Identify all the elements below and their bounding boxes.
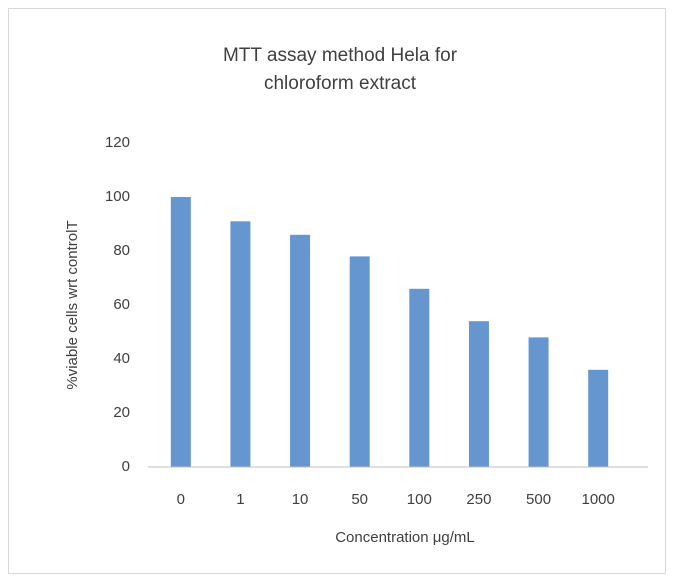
x-tick-label: 1 <box>236 491 244 508</box>
bar <box>409 288 430 467</box>
x-tick-label: 10 <box>292 491 309 508</box>
y-tick-label: 100 <box>105 188 130 205</box>
y-tick-label: 20 <box>113 404 130 421</box>
x-tick-label: 500 <box>526 491 551 508</box>
bar <box>468 321 489 467</box>
chart-frame <box>8 8 666 574</box>
bar <box>349 256 370 467</box>
bar <box>528 337 549 467</box>
bar <box>290 234 311 467</box>
y-tick-label: 60 <box>113 296 130 313</box>
x-tick-label: 1000 <box>582 491 615 508</box>
y-tick-label: 40 <box>113 350 130 367</box>
y-axis-label: %viable cells wrt controlT <box>64 220 81 389</box>
x-tick-label: 50 <box>351 491 368 508</box>
x-tick-label: 100 <box>407 491 432 508</box>
bar <box>170 197 191 467</box>
y-tick-label: 80 <box>113 242 130 259</box>
y-tick-label: 120 <box>105 134 130 151</box>
x-tick-label: 250 <box>466 491 491 508</box>
bar <box>588 369 609 467</box>
bar <box>230 221 251 467</box>
chart-title: MTT assay method Hela for chloroform ext… <box>222 45 458 94</box>
y-tick-label: 0 <box>122 458 130 475</box>
x-tick-label: 0 <box>177 491 185 508</box>
x-axis-label: Concentration μg/mL <box>335 529 475 546</box>
